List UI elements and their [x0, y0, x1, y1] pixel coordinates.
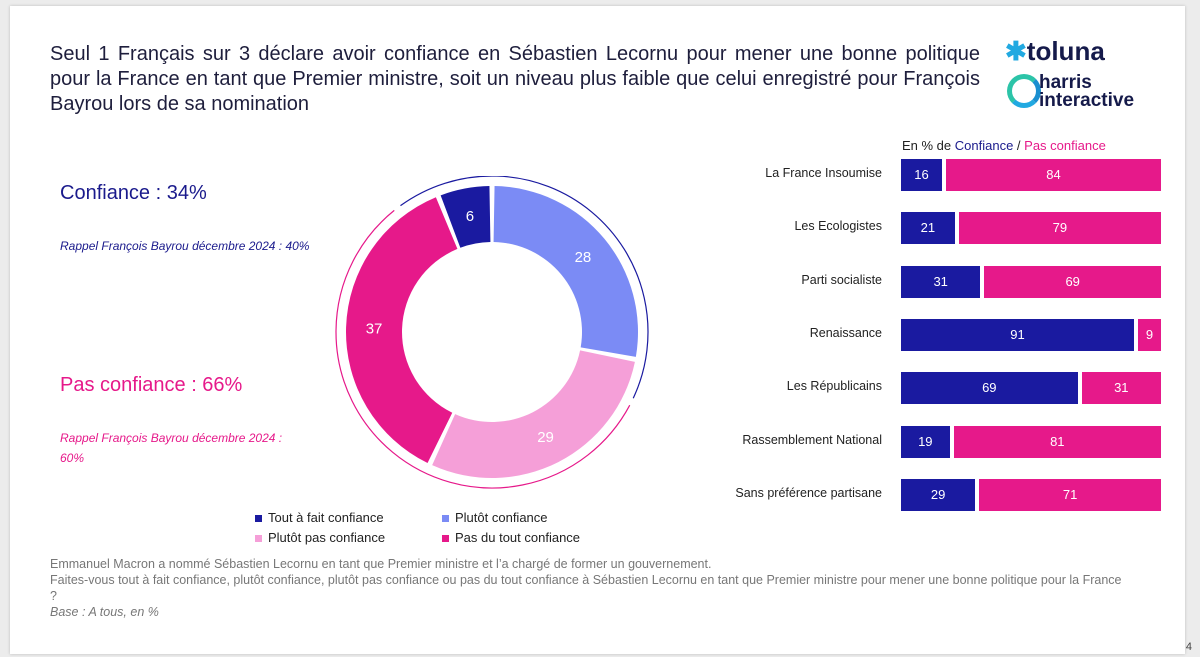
legend-swatch: [442, 515, 449, 523]
bar-category-label: Rassemblement National: [742, 432, 882, 447]
bar-row: Les Ecologistes 21 79: [700, 212, 1170, 245]
bar-row: Sans préférence partisane 29 71: [700, 478, 1170, 511]
page-title: Seul 1 Français sur 3 déclare avoir conf…: [50, 43, 980, 115]
bar-pas-confiance: 71: [979, 478, 1161, 511]
bar-pas-confiance: 9: [1137, 318, 1161, 351]
bar-confiance: 31: [901, 265, 981, 298]
bar-row: La France Insoumise 16 84: [700, 159, 1170, 191]
pas-confiance-outer-arc: [335, 209, 631, 489]
confiance-outer-arc: [400, 176, 649, 399]
donut-slice-label: 6: [466, 208, 474, 225]
asterisk-icon: ✱: [1005, 36, 1027, 66]
bar-category-label: La France Insoumise: [765, 166, 882, 180]
legend-item: Tout à fait confiance: [255, 510, 384, 525]
bar-row: Renaissance 91 9: [700, 318, 1170, 351]
donut-chart: 6 28 29 37: [335, 176, 649, 489]
confiance-recall: Rappel François Bayrou décembre 2024 : 4…: [60, 239, 310, 253]
pas-confiance-total: Pas confiance : 66%: [60, 374, 243, 396]
bar-category-label: Les Républicains: [786, 379, 882, 394]
bar-confiance: 91: [901, 318, 1134, 351]
bar-category-label: Sans préférence partisane: [735, 485, 882, 500]
harris-logo: harris interactive: [1039, 72, 1135, 111]
bar-confiance: 29: [901, 478, 976, 511]
harris-ring-icon: [1007, 74, 1041, 108]
donut-slice-label: 29: [537, 429, 554, 446]
legend-item: Plutôt confiance: [442, 510, 548, 525]
bar-category-label: Les Ecologistes: [794, 219, 882, 234]
donut-slice: [346, 197, 458, 463]
bar-pas-confiance: 84: [945, 159, 1161, 191]
footnote: Emmanuel Macron a nommé Sébastien Lecorn…: [50, 557, 1122, 619]
donut-slice: [440, 186, 491, 248]
bar-pas-confiance: 81: [953, 425, 1161, 458]
toluna-logo: ✱toluna: [1005, 36, 1105, 66]
bar-category-label: Renaissance: [809, 325, 882, 340]
bar-confiance: 21: [901, 212, 955, 245]
bar-row: Les Républicains 69 31: [700, 372, 1170, 405]
bar-confiance: 19: [901, 425, 950, 458]
pas-confiance-recall: Rappel François Bayrou décembre 2024 : 6…: [60, 431, 283, 465]
confiance-total: Confiance : 34%: [60, 182, 207, 204]
bar-row: Parti socialiste 31 69: [700, 265, 1170, 298]
donut-slice: [493, 186, 638, 357]
bar-confiance: 69: [901, 372, 1078, 405]
logo: ✱toluna harris interactive: [1005, 36, 1165, 116]
legend-swatch: [255, 535, 262, 543]
legend-swatch: [255, 515, 262, 523]
bar-pas-confiance: 31: [1081, 372, 1161, 405]
bar-confiance: 16: [901, 159, 942, 191]
bar-pas-confiance: 79: [958, 212, 1161, 245]
bar-category-label: Parti socialiste: [801, 272, 882, 287]
donut-slice-label: 28: [575, 249, 592, 266]
page-number: 4: [1185, 641, 1192, 653]
donut-slice: [432, 350, 635, 478]
bars-header: En % de Confiance / Pas confiance: [902, 138, 1106, 153]
legend-swatch: [442, 535, 449, 543]
legend-item: Plutôt pas confiance: [255, 530, 385, 545]
bar-pas-confiance: 69: [984, 265, 1161, 298]
legend-item: Pas du tout confiance: [442, 530, 580, 545]
donut-slice-label: 37: [366, 320, 383, 337]
bar-row: Rassemblement National 19 81: [700, 425, 1170, 458]
